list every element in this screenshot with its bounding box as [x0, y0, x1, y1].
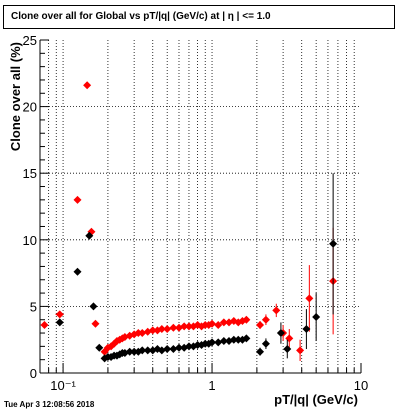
- series-black: [55, 173, 338, 363]
- y-tick-label: 25: [23, 33, 37, 48]
- data-point: [91, 319, 100, 328]
- data-point: [163, 325, 172, 334]
- data-point: [234, 335, 243, 344]
- data-point: [138, 346, 147, 355]
- data-point: [296, 346, 305, 355]
- data-point: [95, 343, 104, 352]
- y-tick-label: 10: [23, 233, 37, 248]
- data-point: [242, 334, 251, 343]
- data-point: [148, 326, 157, 335]
- y-tick-label: 20: [23, 100, 37, 115]
- data-point: [73, 267, 82, 276]
- data-point: [40, 321, 49, 330]
- axes: 10⁻¹ 1 10 0 5 10 15 20 25: [23, 33, 369, 393]
- y-tick-label: 15: [23, 166, 37, 181]
- data-point: [305, 294, 314, 303]
- data-point: [276, 329, 285, 338]
- timestamp: Tue Apr 3 12:08:56 2018: [4, 400, 95, 409]
- data-point: [120, 349, 129, 358]
- data-point: [89, 302, 98, 311]
- data-points: [40, 81, 338, 363]
- data-point: [169, 323, 178, 332]
- data-point: [256, 347, 265, 356]
- y-tick-label: 5: [30, 299, 37, 314]
- data-point: [55, 310, 64, 319]
- data-point: [261, 339, 270, 348]
- chart-title: Clone over all for Global vs pT/|q| (GeV…: [3, 5, 395, 29]
- data-point: [285, 334, 294, 343]
- data-point: [174, 343, 183, 352]
- data-point: [208, 319, 217, 328]
- x-tick-label: 1: [208, 378, 215, 393]
- data-point: [157, 325, 166, 334]
- data-point: [219, 337, 228, 346]
- data-point: [83, 81, 92, 90]
- data-point: [120, 333, 129, 342]
- data-point: [312, 313, 321, 322]
- data-point: [180, 322, 189, 331]
- x-axis-label: pT/|q| (GeV/c): [274, 392, 358, 407]
- data-point: [130, 347, 139, 356]
- data-point: [163, 345, 172, 354]
- data-point: [256, 321, 265, 330]
- data-point: [138, 329, 147, 338]
- grid: [39, 40, 361, 373]
- data-point: [125, 347, 134, 356]
- data-point: [169, 345, 178, 354]
- data-point: [272, 306, 281, 315]
- x-tick-label: 10⁻¹: [50, 378, 76, 393]
- data-point: [229, 335, 238, 344]
- data-point: [73, 195, 82, 204]
- data-point: [302, 325, 311, 334]
- y-tick-label: 0: [30, 366, 37, 381]
- data-point: [143, 346, 152, 355]
- data-point: [283, 345, 292, 354]
- data-point: [242, 315, 251, 324]
- data-point: [184, 322, 193, 331]
- data-point: [157, 346, 166, 355]
- data-point: [184, 342, 193, 351]
- data-point: [329, 239, 338, 248]
- x-tick-label: 10: [354, 378, 368, 393]
- data-point: [208, 338, 217, 347]
- data-point: [219, 318, 228, 327]
- y-axis-label: Clone over all (%): [8, 42, 23, 151]
- data-point: [261, 315, 270, 324]
- data-point: [55, 318, 64, 327]
- data-point: [214, 321, 223, 330]
- data-point: [85, 231, 94, 240]
- data-point: [214, 338, 223, 347]
